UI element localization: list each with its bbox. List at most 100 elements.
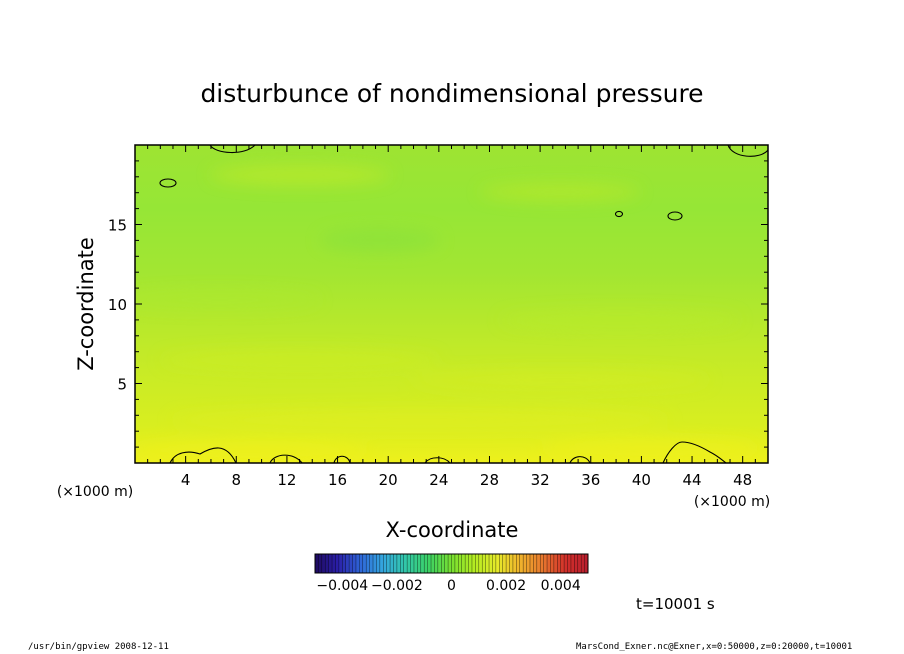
- colorbar-cell: [509, 554, 514, 573]
- colorbar-cell: [564, 554, 568, 573]
- colorbar-cell: [536, 554, 541, 573]
- colorbar-cell: [338, 554, 343, 573]
- colorbar-cell: [502, 554, 507, 573]
- x-unit-label-right: (×1000 m): [694, 494, 770, 510]
- chart-title: disturbunce of nondimensional pressure: [200, 79, 703, 108]
- colorbar-cell: [550, 554, 555, 573]
- colorbar-cell: [475, 554, 480, 573]
- colorbar-cell: [424, 554, 428, 573]
- colorbar-cell: [499, 554, 503, 573]
- colorbar-cell: [373, 554, 377, 573]
- colorbar-cell: [437, 554, 442, 573]
- x-tick-label: 48: [733, 471, 752, 489]
- colorbar-cell: [386, 554, 391, 573]
- colorbar-cell: [434, 554, 439, 573]
- colorbar-cell: [485, 554, 490, 573]
- y-tick-label: 5: [117, 376, 127, 394]
- colorbar-cell: [362, 554, 367, 573]
- colorbar-cell: [349, 554, 353, 573]
- colorbar-cell: [379, 554, 384, 573]
- y-axis-label: Z-coordinate: [74, 237, 98, 371]
- x-tick-label: 20: [379, 471, 398, 489]
- x-tick-label: 36: [581, 471, 600, 489]
- colorbar-cell: [335, 554, 340, 573]
- colorbar-cell: [431, 554, 435, 573]
- x-tick-label: 28: [480, 471, 499, 489]
- colorbar-cell: [321, 554, 326, 573]
- colorbar-cell: [581, 554, 585, 573]
- colorbar-tick-label: 0: [447, 578, 456, 594]
- colorbar-cell: [577, 554, 582, 573]
- x-axis-label: X-coordinate: [386, 518, 519, 542]
- colorbar-cell: [410, 554, 415, 573]
- colorbar-cell: [444, 554, 449, 573]
- x-tick-label: 24: [429, 471, 448, 489]
- colorbar-cell: [465, 554, 469, 573]
- colorbar-cell: [519, 554, 524, 573]
- colorbar-cell: [495, 554, 500, 573]
- colorbar-cell: [390, 554, 394, 573]
- colorbar-cell: [543, 554, 548, 573]
- colorbar-cell: [420, 554, 425, 573]
- colorbar-cell: [512, 554, 517, 573]
- colorbar-tick-label: 0.004: [541, 578, 581, 594]
- colorbar-cell: [366, 554, 370, 573]
- colorbar-cell: [400, 554, 405, 573]
- colorbar-cell: [355, 554, 360, 573]
- footer-left: /usr/bin/gpview 2008-12-11: [28, 642, 169, 652]
- colorbar-cell: [352, 554, 357, 573]
- colorbar-cell: [325, 554, 329, 573]
- colorbar-cell: [516, 554, 521, 573]
- colorbar-cell: [383, 554, 387, 573]
- colorbar-cell: [342, 554, 347, 573]
- footer-right: MarsCond_Exner.nc@Exner,x=0:50000,z=0:20…: [576, 642, 853, 652]
- x-tick-label: 44: [682, 471, 701, 489]
- colorbar-cell: [557, 554, 561, 573]
- x-tick-label: 40: [632, 471, 651, 489]
- colorbar-cell: [492, 554, 497, 573]
- colorbar-cell: [359, 554, 364, 573]
- colorbar-cell: [553, 554, 558, 573]
- colorbar-cell: [417, 554, 422, 573]
- colorbar-cell: [468, 554, 473, 573]
- x-tick-label: 32: [531, 471, 550, 489]
- colorbar-cell: [403, 554, 408, 573]
- colorbar-cell: [570, 554, 575, 573]
- colorbar-cell: [482, 554, 486, 573]
- colorbar-cell: [547, 554, 551, 573]
- colorbar-cell: [369, 554, 374, 573]
- colorbar-cell: [454, 554, 459, 573]
- colorbar-cell: [574, 554, 579, 573]
- colorbar-tick-label: −0.002: [371, 578, 423, 594]
- colorbar-cell: [332, 554, 336, 573]
- colorbar-cell: [533, 554, 538, 573]
- colorbar-cell: [376, 554, 381, 573]
- colorbar-cell: [526, 554, 531, 573]
- x-tick-label: 12: [277, 471, 296, 489]
- y-tick-label: 15: [108, 217, 127, 235]
- x-axis: 4 8 12 16 20 24 28 32 36 40 44 48: [147, 145, 756, 489]
- colorbar-cell: [413, 554, 418, 573]
- time-label: t=10001 s: [636, 595, 715, 613]
- colorbar-cell: [560, 554, 565, 573]
- colorbar-cell: [567, 554, 572, 573]
- colorbar-cell: [529, 554, 534, 573]
- colorbar-tick-label: 0.002: [486, 578, 526, 594]
- colorbar-cell: [318, 554, 323, 573]
- colorbar-cell: [396, 554, 401, 573]
- x-tick-label: 8: [232, 471, 242, 489]
- colorbar-tick-label: −0.004: [316, 578, 368, 594]
- colorbar: [314, 554, 589, 573]
- x-tick-label: 16: [328, 471, 347, 489]
- colorbar-cell: [584, 554, 589, 573]
- colorbar-cell: [478, 554, 483, 573]
- colorbar-cell: [506, 554, 510, 573]
- pressure-field: [135, 145, 768, 463]
- y-tick-label: 10: [108, 296, 127, 314]
- colorbar-cell: [471, 554, 476, 573]
- colorbar-cell: [407, 554, 411, 573]
- colorbar-cell: [328, 554, 333, 573]
- colorbar-cell: [345, 554, 350, 573]
- colorbar-cell: [461, 554, 466, 573]
